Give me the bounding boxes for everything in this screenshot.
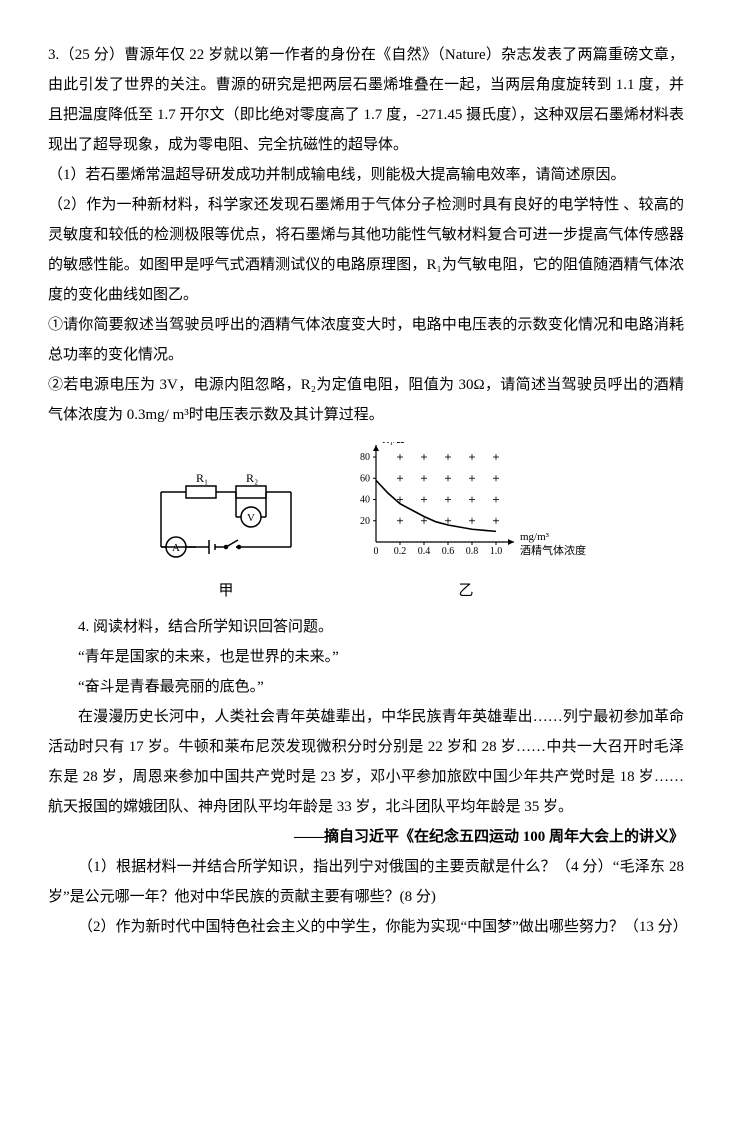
svg-text:40: 40 xyxy=(360,495,370,506)
q4-quote2: “奋斗是青春最亮丽的底色。” xyxy=(48,672,684,702)
figure-jia-wrap: R₁ R₂ A V 甲 xyxy=(141,462,311,606)
q4-source: ——摘自习近平《在纪念五四运动 100 周年大会上的讲义》 xyxy=(48,822,684,852)
q4-part2: （2）作为新时代中国特色社会主义的中学生，你能为实现“中国梦”做出哪些努力？（1… xyxy=(48,912,684,942)
svg-text:mg/m³: mg/m³ xyxy=(520,531,550,543)
svg-text:1.0: 1.0 xyxy=(490,546,503,557)
figure-yi-label: 乙 xyxy=(458,576,473,606)
svg-text:0.6: 0.6 xyxy=(442,546,455,557)
q4-quote1: “青年是国家的未来，也是世界的未来。” xyxy=(48,642,684,672)
svg-text:R₁/Ω: R₁/Ω xyxy=(382,442,404,446)
svg-text:20: 20 xyxy=(360,516,370,527)
q3-part1: （1）若石墨烯常温超导研发成功并制成输电线，则能极大提高输电效率，请简述原因。 xyxy=(48,160,684,190)
label-v: V xyxy=(247,512,255,524)
q3-part2: （2）作为一种新材料，科学家还发现石墨烯用于气体分子检测时具有良好的电学特性 、… xyxy=(48,190,684,310)
label-a: A xyxy=(172,542,180,554)
q4-body: 在漫漫历史长河中，人类社会青年英雄辈出，中华民族青年英雄辈出……列宁最初参加革命… xyxy=(48,702,684,822)
q4-header: 4. 阅读材料，结合所学知识回答问题。 xyxy=(48,612,684,642)
q3-header: 3.（25 分）曹源年仅 22 岁就以第一作者的身份在《自然》（Nature）杂… xyxy=(48,40,684,160)
circuit-diagram: R₁ R₂ A V xyxy=(141,462,311,572)
svg-text:0.8: 0.8 xyxy=(466,546,479,557)
label-r2: R₂ xyxy=(246,471,258,485)
q4-part1: （1）根据材料一并结合所学知识，指出列宁对俄国的主要贡献是什么？（4 分）“毛泽… xyxy=(48,852,684,912)
q3-part2b: ②若电源电压为 3V，电源内阻忽略，R₂为定值电阻，阻值为 30Ω，请简述当驾驶… xyxy=(48,370,684,430)
svg-text:0.2: 0.2 xyxy=(394,546,407,557)
svg-text:0.4: 0.4 xyxy=(418,546,431,557)
figure-yi-wrap: 00.20.40.60.81.020406080R₁/Ωmg/m³酒精气体浓度 … xyxy=(341,442,591,606)
svg-text:酒精气体浓度: 酒精气体浓度 xyxy=(520,543,586,557)
svg-text:60: 60 xyxy=(360,473,370,484)
q3-part2a: ①请你简要叙述当驾驶员呼出的酒精气体浓度变大时，电路中电压表的示数变化情况和电路… xyxy=(48,310,684,370)
figure-jia-label: 甲 xyxy=(218,576,233,606)
label-r1: R₁ xyxy=(196,471,208,485)
figure-row: R₁ R₂ A V 甲 0 0.2 0.4 0.6 0.8 1.0 20 40 60 80 R₁/Ω… xyxy=(48,442,684,606)
resistance-chart: 0 0.2 0.4 0.6 0.8 1.0 20 40 60 80 R₁/Ω mg/m³酒精气体浓度 xyxy=(341,442,591,572)
svg-text:0: 0 xyxy=(374,546,379,557)
svg-text:80: 80 xyxy=(360,452,370,463)
